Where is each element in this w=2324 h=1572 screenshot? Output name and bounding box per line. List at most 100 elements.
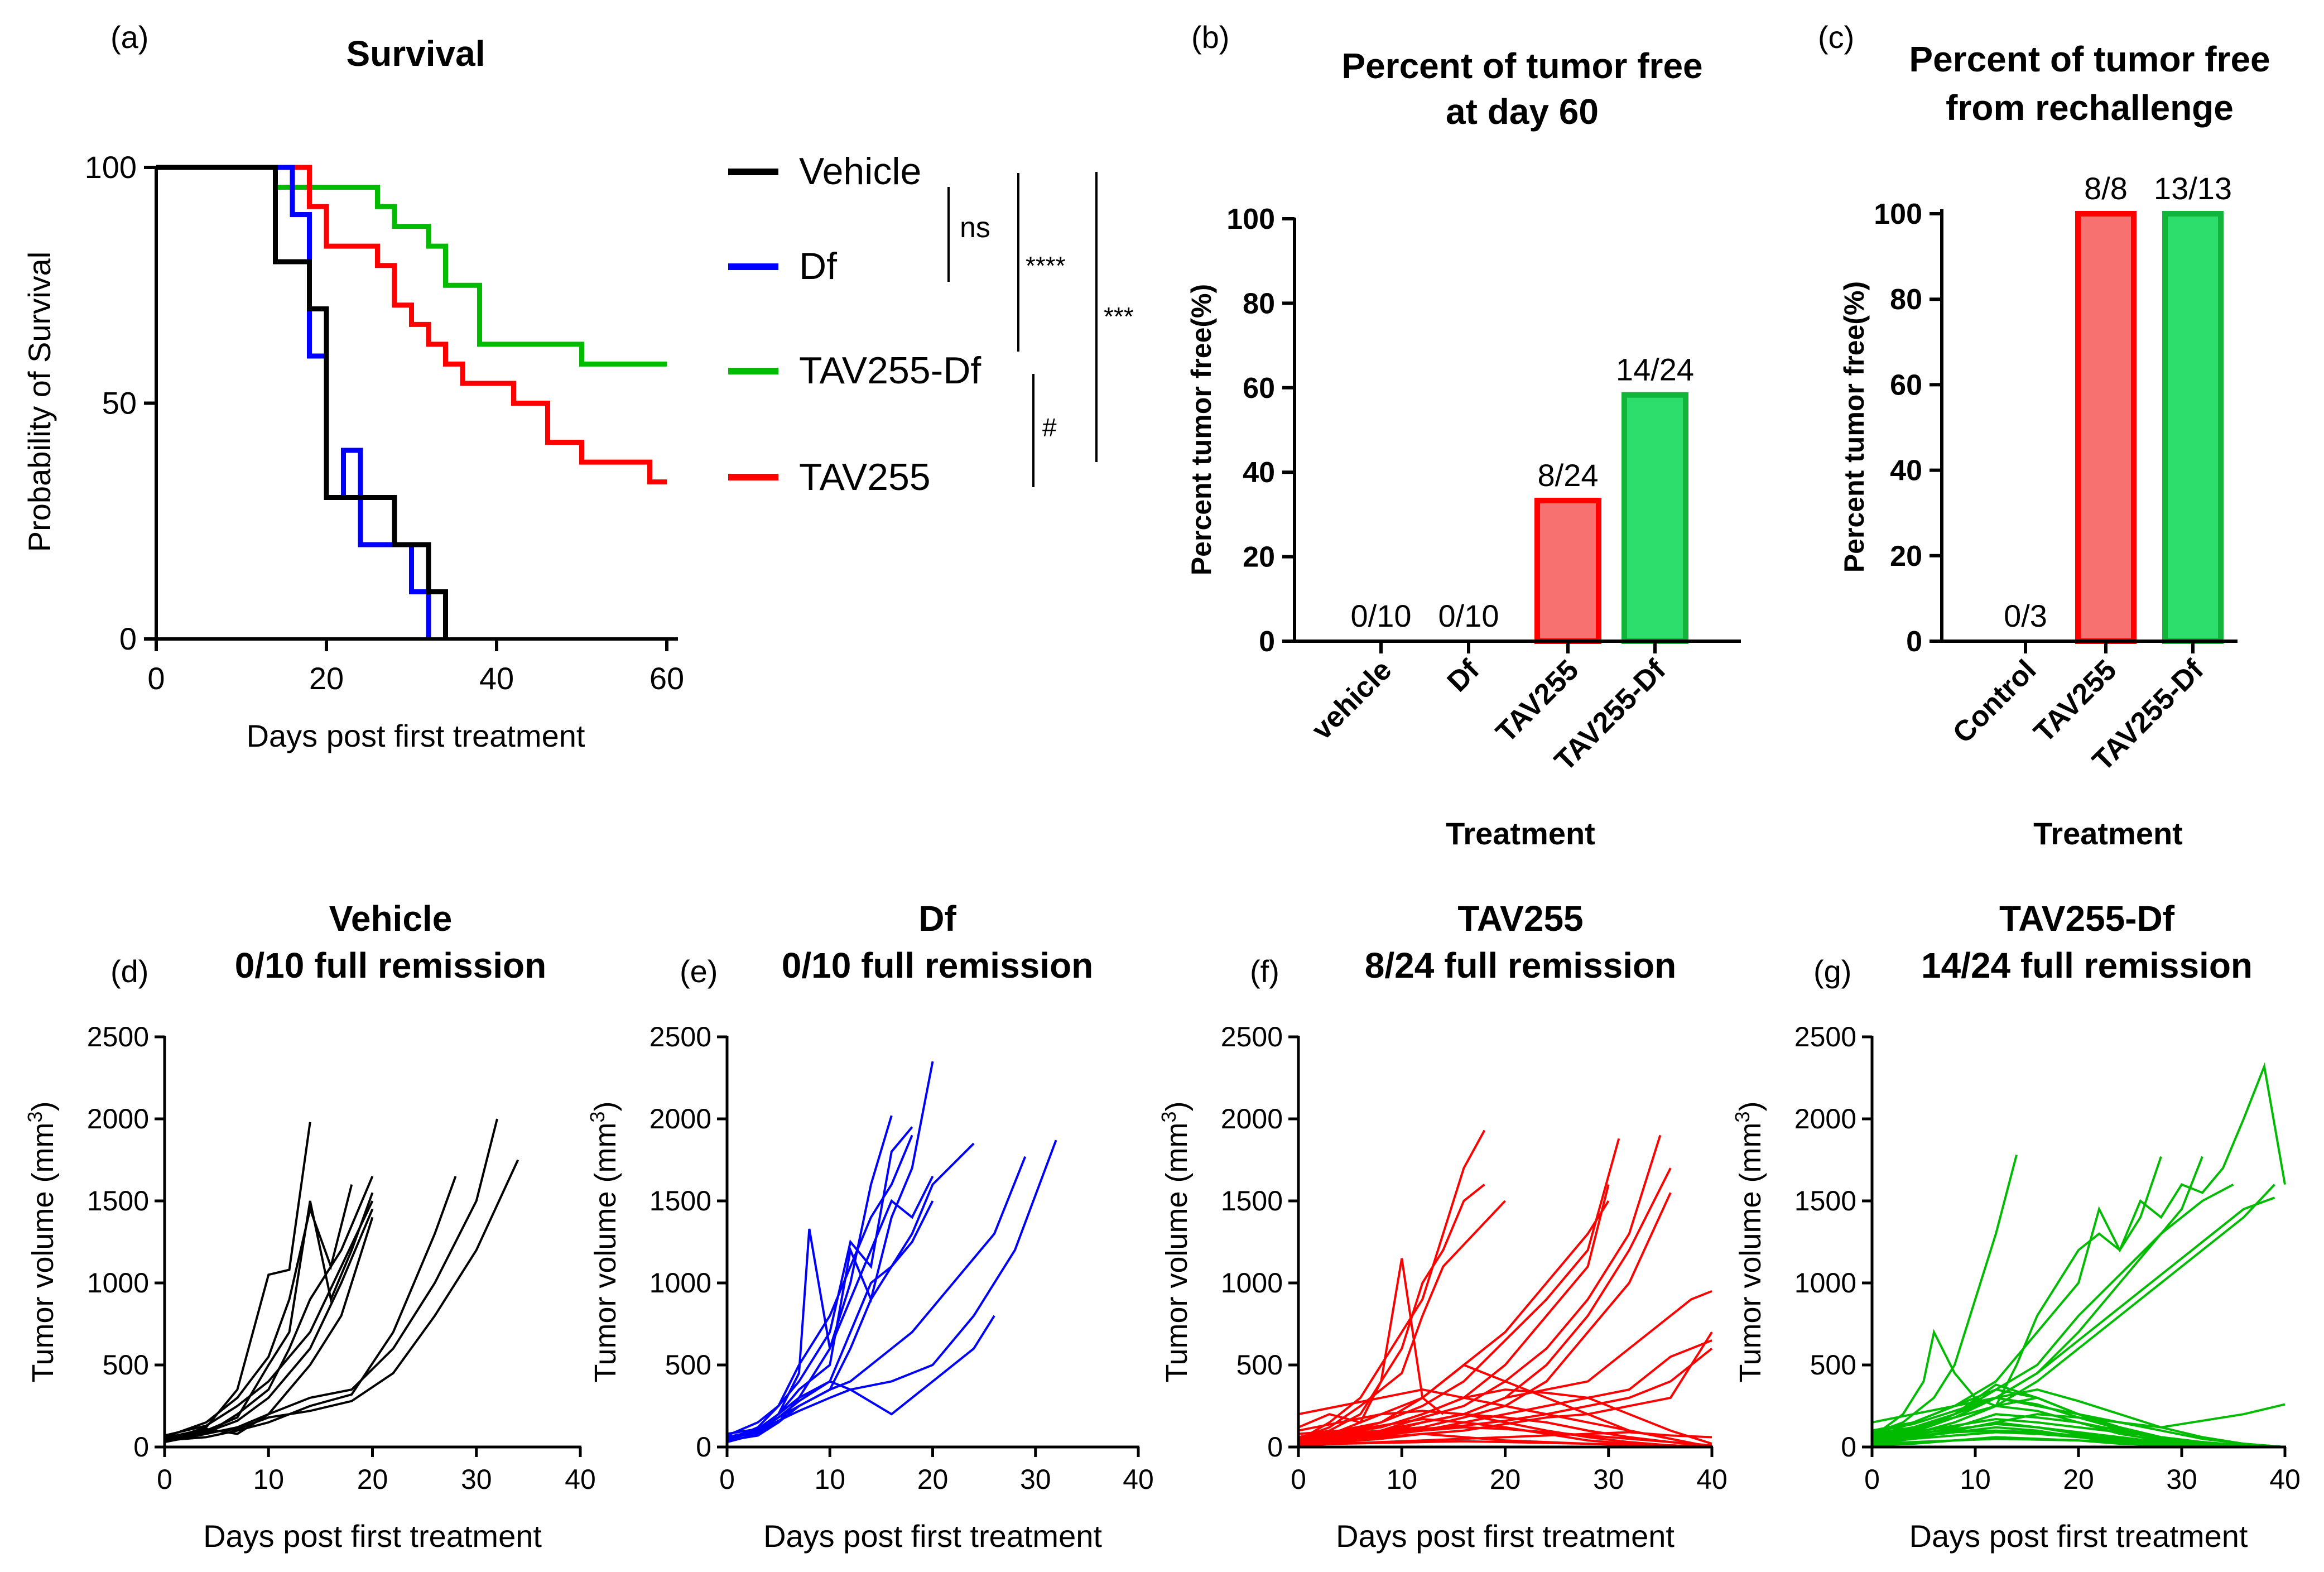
- e-ytick-label: 1500: [649, 1185, 711, 1217]
- g-title-line-2: 14/24 full remission: [1921, 945, 2253, 985]
- g-ytick-label: 0: [1841, 1431, 1856, 1463]
- panel-a-significance: ns **** *** #: [947, 172, 1134, 487]
- panel-d-tumor-growth-vehicle: (d) Vehicle 0/10 full remission 0 500 1000 150…: [23, 898, 596, 1554]
- d-xtick-label: 30: [461, 1464, 492, 1495]
- c-ytick-label: 80: [1890, 283, 1922, 316]
- e-ytick-label: 1000: [649, 1267, 711, 1299]
- f-ytick-label: 2500: [1221, 1021, 1283, 1052]
- g-growth-curve: [1871, 1184, 2275, 1444]
- e-growth-curve: [726, 1176, 934, 1444]
- sig-hash-label: #: [1042, 413, 1057, 442]
- e-xtick-label: 30: [1020, 1464, 1051, 1495]
- c-xtick-label: Control: [1947, 653, 2043, 749]
- g-ylabel-text: Tumor volume (mm: [1734, 1122, 1767, 1382]
- e-title-line-2: 0/10 full remission: [782, 945, 1093, 985]
- d-growth-curves: [164, 1118, 519, 1444]
- f-xtick-label: 10: [1386, 1464, 1417, 1495]
- d-xtick-label: 10: [253, 1464, 284, 1495]
- d-ytick-label: 2000: [87, 1103, 149, 1134]
- b-bar-label: 14/24: [1616, 352, 1694, 387]
- panel-a-label: (a): [110, 20, 148, 55]
- legend-vehicle-label: Vehicle: [799, 150, 921, 193]
- panel-a-x-ticks: 0 20 40 60: [147, 639, 684, 696]
- d-ytick-label: 1500: [87, 1185, 149, 1217]
- c-bar-tav255: [2075, 211, 2137, 644]
- a-xtick-label: 40: [479, 661, 514, 696]
- d-ytick-label: 0: [133, 1431, 149, 1463]
- panel-a-legend: Vehicle Df TAV255-Df TAV255: [728, 150, 981, 498]
- g-panel-label: (g): [1813, 954, 1851, 989]
- legend-tav255df-label: TAV255-Df: [799, 349, 981, 392]
- e-ytick-label: 0: [696, 1431, 711, 1463]
- d-growth-curve: [164, 1176, 457, 1442]
- b-bar-label: 0/10: [1438, 598, 1499, 633]
- f-growth-curve: [1298, 1192, 1672, 1442]
- d-growth-curve: [164, 1122, 311, 1442]
- panel-b-title-line-2: at day 60: [1446, 92, 1599, 132]
- d-growth-curve: [164, 1200, 374, 1437]
- e-xlabel: Days post first treatment: [763, 1518, 1102, 1554]
- f-ylabel-text: Tumor volume (mm: [1160, 1122, 1194, 1382]
- c-bar-label: 0/3: [2004, 598, 2047, 633]
- e-ylabel-close: ): [589, 1101, 622, 1111]
- c-ytick-label: 100: [1874, 198, 1922, 230]
- g-growth-curve: [1871, 1418, 2285, 1448]
- d-title-line-1: Vehicle: [329, 898, 453, 939]
- d-xtick-label: 20: [357, 1464, 388, 1495]
- d-ylabel-close: ): [26, 1101, 60, 1111]
- f-growth-curve: [1297, 1129, 1486, 1441]
- e-growth-curve: [726, 1126, 913, 1442]
- f-title-line-2: 8/24 full remission: [1365, 945, 1676, 985]
- survival-curve-vehicle: [156, 165, 448, 639]
- e-title-line-1: Df: [918, 898, 956, 939]
- e-ytick-label: 2000: [649, 1103, 711, 1134]
- g-ylabel-sup: 3: [1731, 1111, 1754, 1122]
- a-xtick-label: 20: [309, 661, 344, 696]
- b-bar-tav255-df: [1621, 392, 1688, 644]
- g-growth-curve: [1871, 1062, 2286, 1438]
- d-ytick-label: 2500: [87, 1021, 149, 1052]
- f-title-line-1: TAV255: [1457, 898, 1583, 939]
- survival-curve-tav255: [156, 165, 667, 485]
- e-growth-curve: [726, 1134, 913, 1437]
- b-ytick-label: 0: [1259, 626, 1275, 658]
- b-ytick-label: 40: [1243, 456, 1275, 489]
- d-panel-label: (d): [110, 954, 148, 989]
- panel-c-xlabel: Treatment: [2033, 816, 2183, 851]
- e-ytick-label: 500: [665, 1349, 711, 1381]
- f-panel-label: (f): [1250, 954, 1279, 989]
- panel-b-bar-chart: (b) Percent of tumor free at day 60 Perc…: [1186, 20, 1741, 851]
- d-growth-curve: [164, 1159, 519, 1439]
- c-ytick-label: 60: [1890, 369, 1922, 401]
- f-growth-curves: [1297, 1129, 1713, 1448]
- d-growth-curve: [164, 1217, 374, 1439]
- a-ytick-label: 50: [102, 386, 137, 421]
- e-ylabel-sup: 3: [586, 1111, 609, 1122]
- d-ylabel-sup: 3: [23, 1111, 46, 1122]
- g-ytick-label: 1500: [1794, 1185, 1856, 1217]
- b-xtick-label: vehicle: [1306, 653, 1398, 746]
- d-title-line-2: 0/10 full remission: [235, 945, 546, 985]
- f-ylabel-sup: 3: [1157, 1111, 1180, 1122]
- panel-b-label: (b): [1191, 20, 1229, 55]
- c-ytick-label: 20: [1890, 540, 1922, 573]
- g-growth-curve: [1871, 1155, 2018, 1435]
- c-ytick-label: 0: [1906, 626, 1922, 658]
- g-growth-curve: [1871, 1196, 2275, 1440]
- d-ytick-label: 1000: [87, 1267, 149, 1299]
- f-xtick-label: 30: [1593, 1464, 1624, 1495]
- f-xlabel: Days post first treatment: [1336, 1518, 1675, 1554]
- panel-b-y-ticks: 0 20 40 60 80 100: [1226, 203, 1295, 658]
- g-ytick-label: 2000: [1794, 1103, 1856, 1134]
- panel-a-y-ticks: 0 50 100: [85, 150, 156, 656]
- g-growth-curve: [1871, 1183, 2234, 1437]
- panel-a-survival-curves: [156, 165, 667, 639]
- panel-b-ylabel: Percent tumor free(%): [1186, 284, 1217, 575]
- panel-a-ylabel: Probability of Survival: [22, 252, 57, 552]
- e-growth-curve: [726, 1115, 893, 1440]
- e-xtick-label: 0: [719, 1464, 735, 1495]
- b-ytick-label: 20: [1243, 541, 1275, 574]
- c-ytick-label: 40: [1890, 455, 1922, 487]
- g-xtick-label: 30: [2166, 1464, 2197, 1495]
- f-growth-curve: [1298, 1410, 1712, 1448]
